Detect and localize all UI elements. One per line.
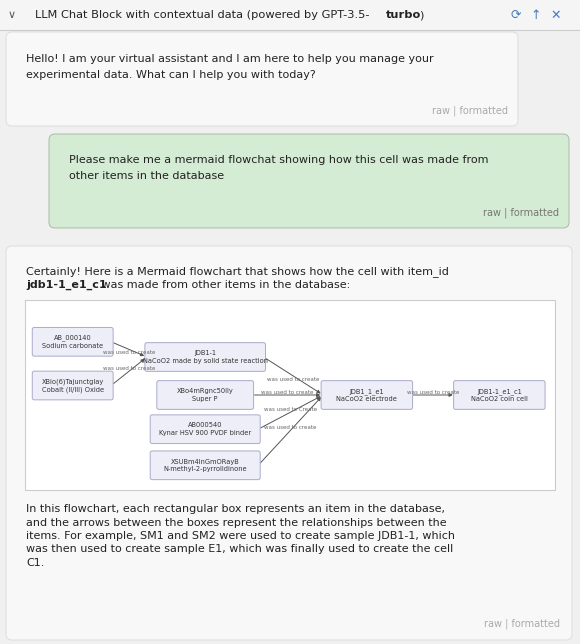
Text: ⟳: ⟳ — [511, 8, 521, 21]
FancyBboxPatch shape — [49, 134, 569, 228]
Text: items. For example, SM1 and SM2 were used to create sample JDB1-1, which: items. For example, SM1 and SM2 were use… — [26, 531, 455, 541]
FancyBboxPatch shape — [32, 327, 113, 356]
FancyBboxPatch shape — [321, 381, 412, 410]
Text: ✕: ✕ — [551, 8, 561, 21]
Text: was used to Create: was used to Create — [264, 406, 317, 412]
FancyBboxPatch shape — [6, 246, 572, 640]
FancyBboxPatch shape — [32, 371, 113, 400]
Text: was used to create: was used to create — [103, 366, 155, 371]
Text: XBio(6)Tajunctglay
Cobalt (II/III) Oxide: XBio(6)Tajunctglay Cobalt (II/III) Oxide — [42, 378, 104, 393]
Text: ∨: ∨ — [8, 10, 16, 20]
Text: and the arrows between the boxes represent the relationships between the: and the arrows between the boxes represe… — [26, 518, 447, 527]
Text: AB_000140
Sodium carbonate: AB_000140 Sodium carbonate — [42, 335, 103, 349]
Text: ): ) — [419, 10, 423, 20]
Text: JDB1-1
NaCoO2 made by solid state reaction: JDB1-1 NaCoO2 made by solid state reacti… — [143, 350, 268, 364]
Text: Please make me a mermaid flowchat showing how this cell was made from: Please make me a mermaid flowchat showin… — [69, 155, 488, 165]
Text: was used to create: was used to create — [407, 390, 459, 395]
Text: raw | formatted: raw | formatted — [484, 618, 560, 629]
FancyBboxPatch shape — [145, 343, 266, 372]
Text: other items in the database: other items in the database — [69, 171, 224, 181]
Text: In this flowchart, each rectangular box represents an item in the database,: In this flowchart, each rectangular box … — [26, 504, 445, 514]
Text: AB000540
Kynar HSV 900 PVDF binder: AB000540 Kynar HSV 900 PVDF binder — [159, 422, 251, 436]
Text: raw | formatted: raw | formatted — [483, 207, 559, 218]
Text: jdb1-1_e1_c1: jdb1-1_e1_c1 — [26, 280, 107, 290]
FancyBboxPatch shape — [150, 415, 260, 444]
FancyBboxPatch shape — [150, 451, 260, 480]
Text: Hello! I am your virtual assistant and I am here to help you manage your: Hello! I am your virtual assistant and I… — [26, 54, 434, 64]
FancyBboxPatch shape — [157, 381, 253, 410]
Text: was used to create: was used to create — [267, 377, 320, 381]
Text: XSUBm4InGmORayB
N-methyl-2-pyrrolidinone: XSUBm4InGmORayB N-methyl-2-pyrrolidinone — [164, 459, 247, 472]
Text: raw | formatted: raw | formatted — [432, 106, 508, 116]
FancyBboxPatch shape — [454, 381, 545, 410]
Text: LLM Chat Block with contextual data (powered by GPT-3.5-: LLM Chat Block with contextual data (pow… — [35, 10, 369, 20]
Text: was made from other items in the database:: was made from other items in the databas… — [98, 280, 350, 290]
Text: JDB1-1_e1_c1
NaCoO2 coin cell: JDB1-1_e1_c1 NaCoO2 coin cell — [471, 388, 528, 402]
Text: was used to create: was used to create — [264, 424, 317, 430]
Text: ↑: ↑ — [531, 8, 541, 21]
Text: was used to create: was used to create — [103, 350, 155, 355]
Text: turbo: turbo — [386, 10, 421, 20]
Text: was used to create: was used to create — [261, 390, 314, 395]
Text: JDB1_1_e1
NaCoO2 electrode: JDB1_1_e1 NaCoO2 electrode — [336, 388, 397, 402]
Text: was then used to create sample E1, which was finally used to create the cell: was then used to create sample E1, which… — [26, 544, 453, 554]
Text: Certainly! Here is a Mermaid flowchart that shows how the cell with item_id: Certainly! Here is a Mermaid flowchart t… — [26, 266, 449, 277]
FancyBboxPatch shape — [6, 32, 518, 126]
Text: C1.: C1. — [26, 558, 45, 568]
Text: experimental data. What can I help you with today?: experimental data. What can I help you w… — [26, 70, 316, 80]
Text: XBo4mRgnc50lly
Super P: XBo4mRgnc50lly Super P — [177, 388, 234, 402]
